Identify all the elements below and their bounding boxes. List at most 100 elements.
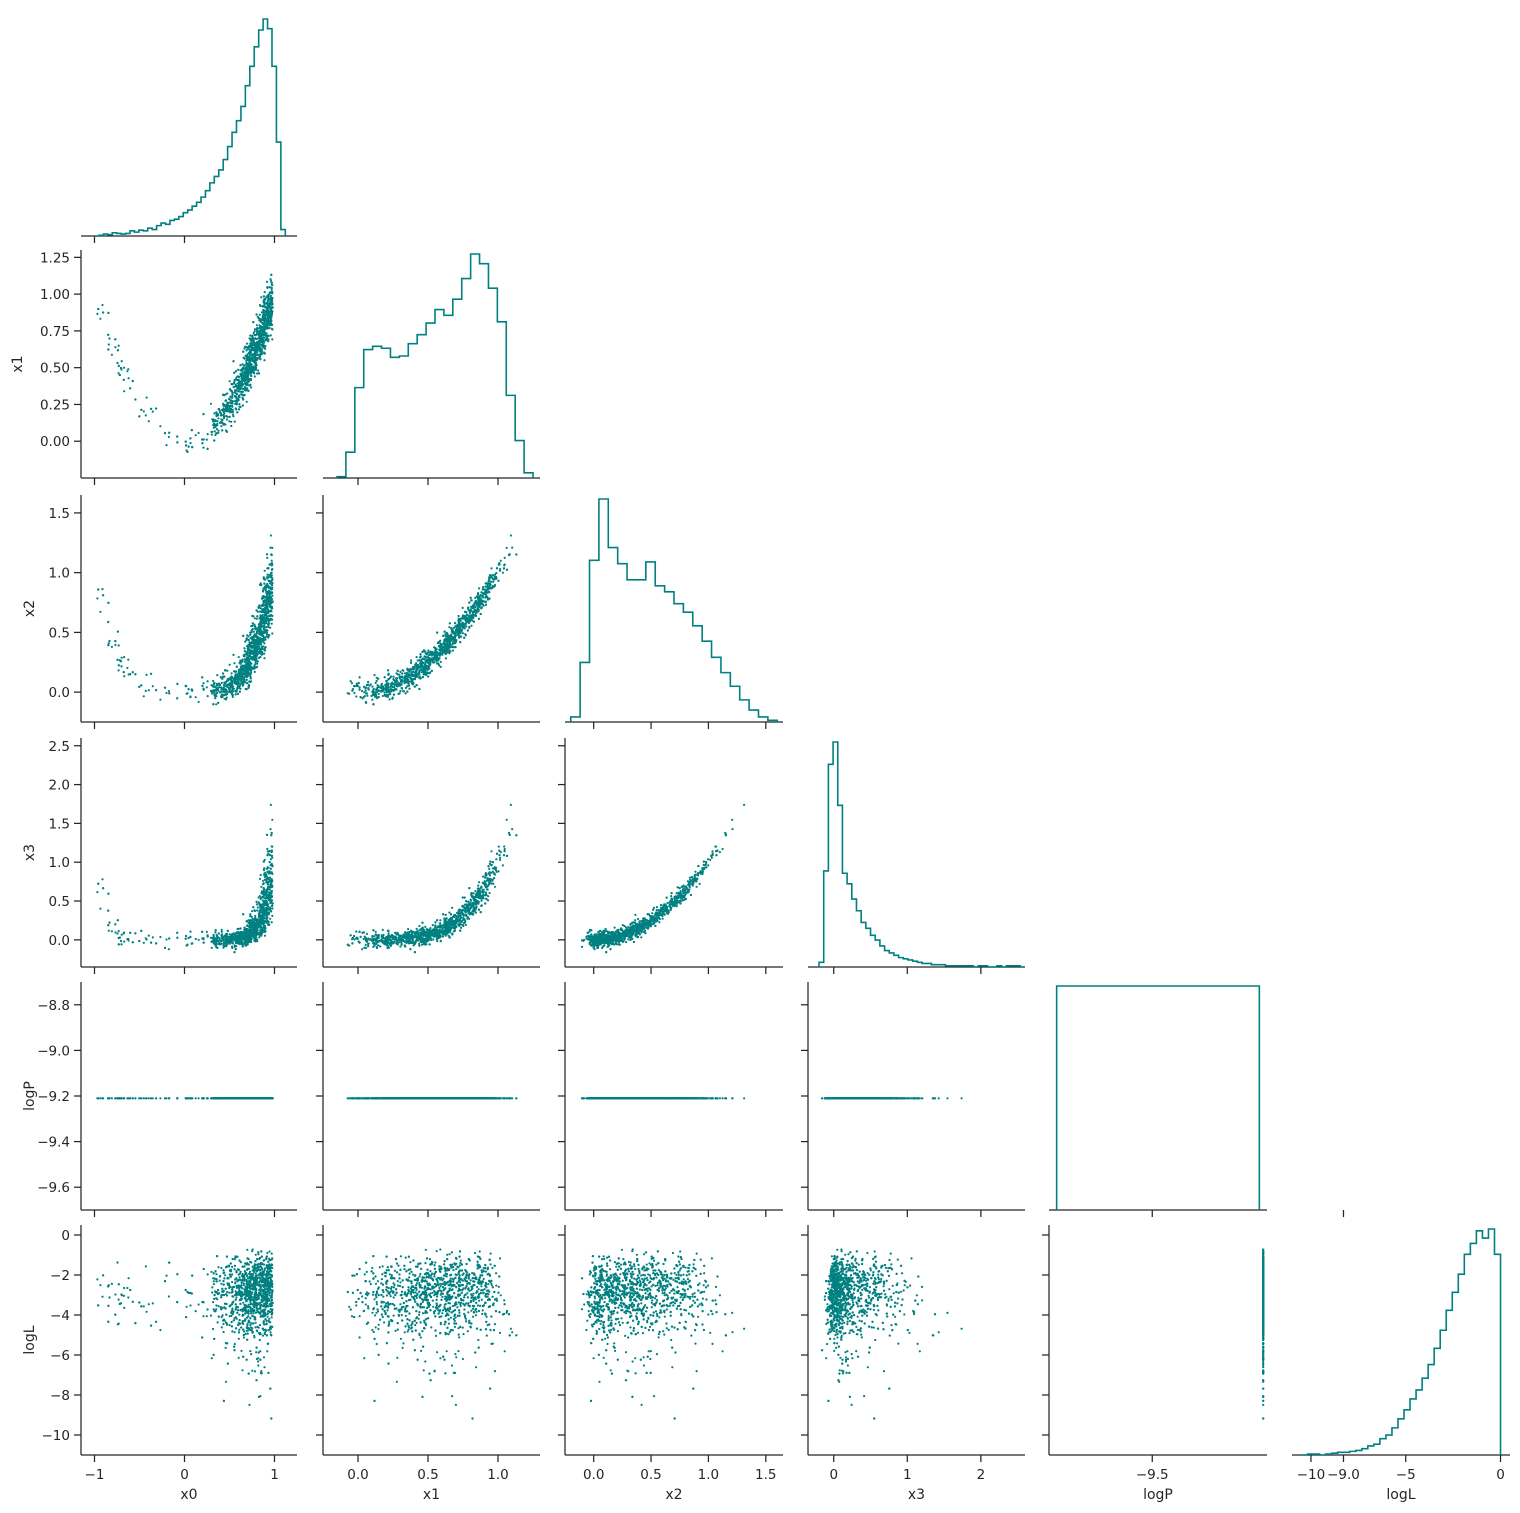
data-point [249,370,252,374]
data-point [399,689,402,693]
data-point [269,576,272,579]
data-point [263,331,266,334]
data-point [233,371,236,374]
data-point [411,680,414,683]
data-point [237,682,240,685]
data-point [393,683,396,686]
data-point [408,687,411,690]
data-point [231,413,235,416]
data-point [248,650,252,654]
data-point [474,614,477,618]
data-point [358,686,361,689]
data-point [449,646,452,649]
data-point [126,370,129,373]
data-point [248,362,251,365]
data-point [251,367,254,370]
data-point [405,681,408,684]
data-point [479,599,482,602]
data-point [220,425,223,428]
data-point [142,695,145,698]
data-point [495,567,499,570]
data-point [231,946,234,950]
data-point [260,332,263,336]
data-point [427,675,430,678]
data-point [246,367,249,370]
data-point [465,611,468,614]
data-point [449,644,452,647]
data-point [262,620,265,624]
data-point [138,415,141,418]
data-point [102,311,105,314]
data-point [257,317,260,320]
data-point [220,696,223,699]
data-point [260,296,263,299]
data-point [476,607,479,610]
data-point [126,666,129,670]
data-point [241,371,244,374]
data-point [206,680,209,683]
data-point [251,624,254,627]
data-point [211,692,214,695]
data-point [215,428,218,431]
data-point [225,685,228,688]
data-point [247,646,250,650]
data-point [448,622,451,625]
data-point [251,369,254,372]
data-point [430,669,433,673]
data-point [258,645,261,648]
data-point [214,697,217,700]
data-point [117,644,120,647]
data-point [441,650,445,654]
data-point [423,650,426,653]
data-point [215,432,218,435]
data-point [246,369,249,373]
data-point [222,410,225,413]
data-point [256,660,259,663]
data-point [230,382,233,386]
data-point [271,338,274,341]
data-point [147,689,150,692]
data-point [407,682,410,685]
data-point [447,650,450,654]
data-point [450,627,453,630]
data-point [258,632,261,636]
data-point [257,605,260,609]
data-point [246,656,250,659]
data-point [263,321,266,324]
data-point [108,337,111,340]
y-tick-label: 1.5 [49,816,70,832]
data-point [194,434,197,437]
data-point [442,634,445,638]
data-point [233,670,236,673]
data-point [468,620,471,623]
data-point [451,642,454,646]
data-point [268,614,271,618]
data-point [243,370,246,373]
data-point [118,373,121,377]
data-point [224,688,228,691]
data-point [371,685,374,688]
data-point [268,610,272,613]
data-point [269,294,272,297]
data-point [473,602,476,605]
data-point [393,679,396,682]
data-point [249,665,252,668]
data-point [435,657,438,660]
data-point [202,413,205,416]
data-point [245,676,248,679]
data-point [255,639,258,642]
data-point [266,847,269,851]
data-point [366,694,369,697]
data-point [392,693,395,696]
data-point [250,645,253,648]
data-point [463,627,466,630]
data-point [353,691,356,695]
data-point [189,437,192,440]
data-point [213,689,216,692]
data-point [252,347,255,350]
data-point [254,334,257,337]
data-point [224,405,227,408]
data-point [266,319,269,322]
data-point [351,688,354,691]
data-point [420,662,423,665]
